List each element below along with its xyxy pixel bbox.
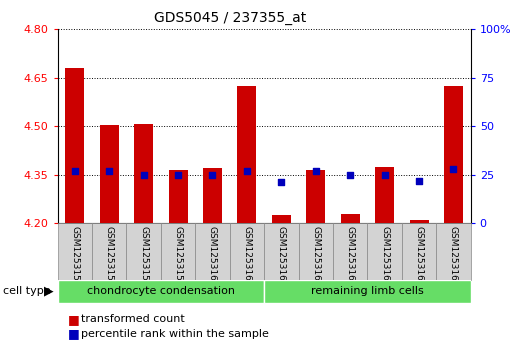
Text: chondrocyte condensation: chondrocyte condensation [87, 286, 235, 296]
Point [415, 178, 423, 183]
Point [174, 172, 182, 178]
Bar [410, 220, 428, 223]
Bar [168, 170, 188, 223]
Bar [203, 168, 222, 223]
Point [346, 172, 355, 178]
Bar [58, 280, 264, 303]
Text: ■: ■ [68, 327, 79, 340]
Bar [306, 170, 325, 223]
Bar [58, 223, 92, 280]
Text: GSM1253161: GSM1253161 [242, 226, 252, 287]
Bar [237, 86, 256, 223]
Text: GSM1253163: GSM1253163 [311, 226, 320, 287]
Text: ▶: ▶ [44, 285, 53, 298]
Bar [444, 86, 463, 223]
Bar [367, 223, 402, 280]
Bar [127, 223, 161, 280]
Point [140, 172, 148, 178]
Bar [65, 68, 84, 223]
Text: GSM1253162: GSM1253162 [277, 226, 286, 286]
Bar [333, 223, 367, 280]
Point [208, 172, 217, 178]
Text: GSM1253158: GSM1253158 [139, 226, 148, 287]
Point [277, 180, 286, 185]
Text: percentile rank within the sample: percentile rank within the sample [81, 329, 269, 339]
Point [449, 166, 458, 172]
Text: GSM1253167: GSM1253167 [449, 226, 458, 287]
Bar [134, 124, 153, 223]
Bar [264, 280, 471, 303]
Text: remaining limb cells: remaining limb cells [311, 286, 424, 296]
Text: GSM1253160: GSM1253160 [208, 226, 217, 287]
Text: GSM1253157: GSM1253157 [105, 226, 113, 287]
Point [312, 168, 320, 174]
Bar [340, 214, 360, 223]
Text: cell type: cell type [3, 286, 50, 296]
Text: GSM1253166: GSM1253166 [415, 226, 424, 287]
Text: GSM1253156: GSM1253156 [70, 226, 79, 287]
Bar [272, 215, 291, 223]
Bar [100, 125, 119, 223]
Point [380, 172, 389, 178]
Bar [161, 223, 195, 280]
Text: GSM1253165: GSM1253165 [380, 226, 389, 287]
Bar [299, 223, 333, 280]
Text: GDS5045 / 237355_at: GDS5045 / 237355_at [154, 11, 306, 25]
Text: transformed count: transformed count [81, 314, 185, 325]
Text: GSM1253159: GSM1253159 [174, 226, 183, 287]
Bar [436, 223, 471, 280]
Text: GSM1253164: GSM1253164 [346, 226, 355, 286]
Bar [195, 223, 230, 280]
Text: ■: ■ [68, 313, 79, 326]
Bar [264, 223, 299, 280]
Bar [230, 223, 264, 280]
Bar [375, 167, 394, 223]
Point [71, 168, 79, 174]
Point [105, 168, 113, 174]
Bar [92, 223, 127, 280]
Point [243, 168, 251, 174]
Bar [402, 223, 436, 280]
